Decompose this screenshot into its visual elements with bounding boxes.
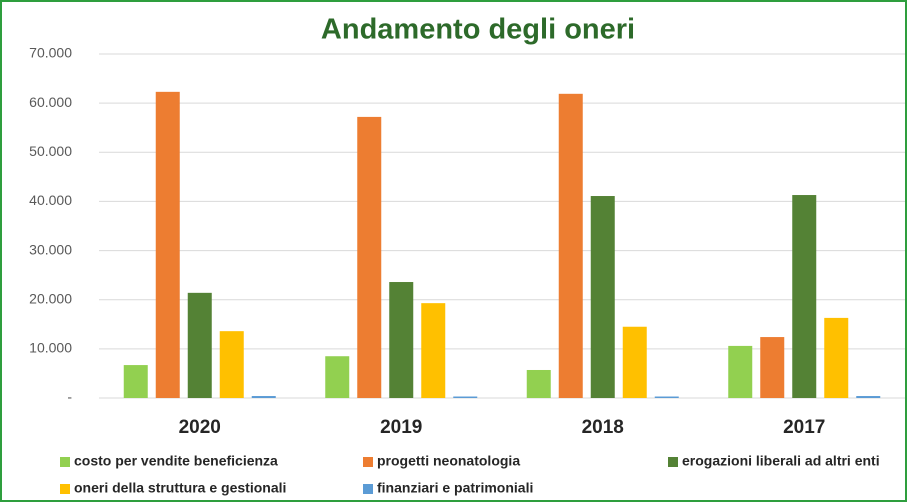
legend-label: costo per vendite beneficienza [74,453,278,469]
x-tick-label: 2019 [380,417,422,438]
legend-swatch [363,457,373,467]
bar [760,337,785,398]
bar [824,317,849,398]
y-tick-label: 30.000 [29,241,72,257]
legend-swatch [363,484,373,494]
bar [654,396,679,398]
legend-label: oneri della struttura e gestionali [74,480,286,496]
legend-swatch [668,457,678,467]
x-tick-label: 2017 [783,417,825,438]
bar [155,91,180,398]
bar [526,369,551,398]
bar [453,396,478,398]
y-tick-label: - [67,389,72,405]
bar [622,326,647,398]
y-tick-label: 40.000 [29,192,72,208]
bar [421,303,446,398]
legend-swatch [60,484,70,494]
bar [389,282,414,398]
bar [325,356,350,398]
y-tick-label: 50.000 [29,143,72,159]
legend-label: finanziari e patrimoniali [377,480,533,496]
y-tick-label: 20.000 [29,290,72,306]
x-tick-label: 2020 [179,417,221,438]
legend-label: progetti neonatologia [377,453,520,469]
bar [123,365,148,398]
chart-title: Andamento degli oneri [321,14,635,46]
bar [728,345,753,398]
legend-label: erogazioni liberali ad altri enti [682,453,880,469]
bar [558,93,583,398]
y-tick-label: 60.000 [29,94,72,110]
bar [219,331,244,398]
bar [251,396,276,398]
y-tick-label: 70.000 [29,45,72,61]
legend-swatch [60,457,70,467]
bar [357,116,382,398]
bar [590,196,615,398]
bar [187,292,212,398]
y-tick-label: 10.000 [29,340,72,356]
bar [856,396,881,398]
bar [792,195,817,398]
x-tick-label: 2018 [582,417,624,438]
